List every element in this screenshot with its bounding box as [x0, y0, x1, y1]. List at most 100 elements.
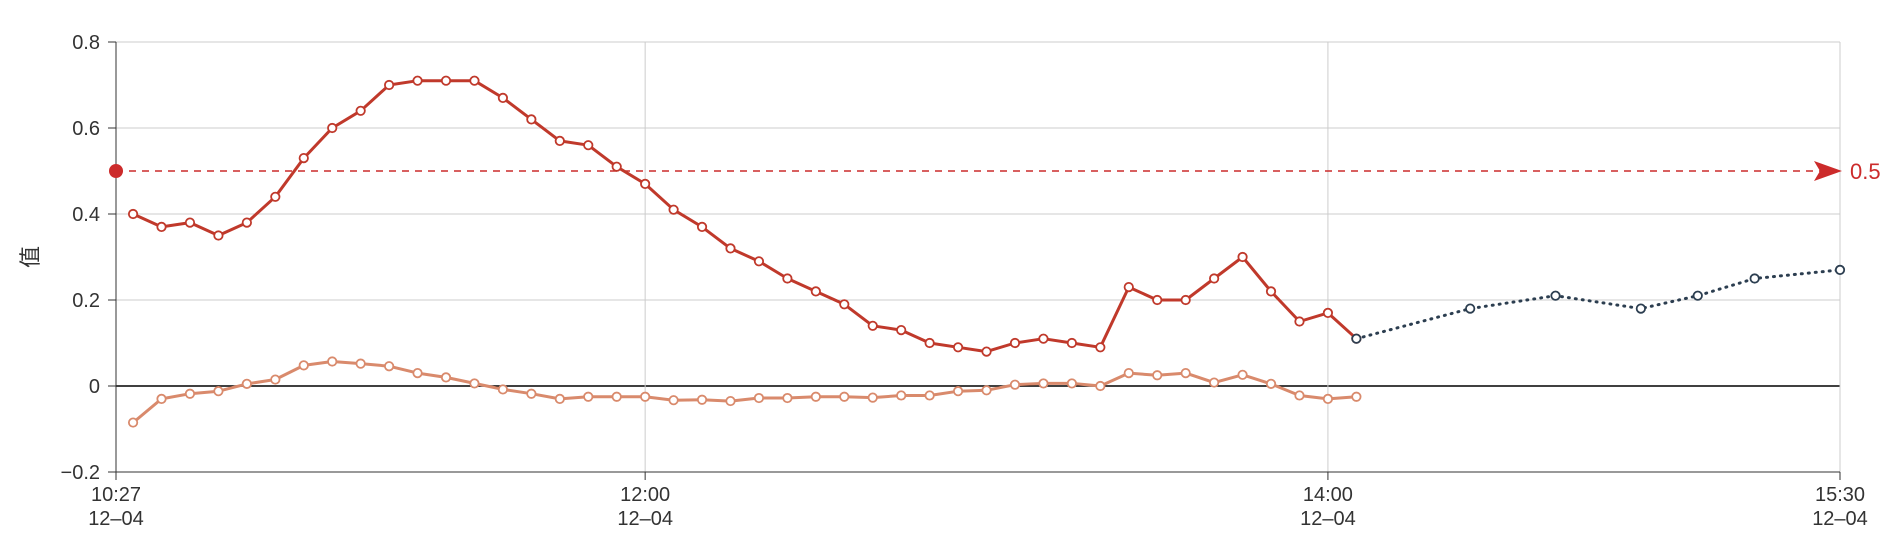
threshold-label: 0.5 [1850, 159, 1881, 184]
data-point [1322, 393, 1334, 404]
y-tick-label: −0.2 [61, 462, 100, 484]
data-point [583, 140, 594, 151]
data-point [1209, 377, 1220, 388]
data-point [298, 360, 309, 371]
data-point [696, 394, 708, 405]
data-point [896, 324, 907, 336]
data-point [440, 372, 452, 383]
data-point [867, 320, 878, 331]
data-point [327, 122, 338, 134]
series-2 [1351, 264, 1846, 344]
y-tick-label: 0.4 [72, 204, 100, 226]
threshold-start-marker [109, 164, 123, 178]
threshold-arrow-icon [1814, 161, 1842, 181]
data-point [1834, 264, 1846, 275]
data-point [1180, 294, 1191, 306]
x-tick-label: 15:30 [1815, 484, 1865, 506]
data-point [1550, 290, 1561, 301]
x-tick-label: 14:00 [1303, 484, 1353, 506]
data-point [952, 342, 964, 353]
data-point [384, 361, 395, 372]
data-point [611, 391, 622, 402]
data-point [896, 390, 907, 401]
data-point [327, 356, 338, 367]
data-point [1152, 294, 1163, 306]
x-tick-label: 12:00 [620, 484, 670, 506]
data-point [1123, 281, 1134, 293]
data-point [1095, 342, 1106, 353]
data-point [782, 392, 793, 404]
x-tick-sublabel: 12–04 [1812, 508, 1868, 530]
series-lines [127, 75, 1846, 428]
data-point [412, 367, 423, 379]
data-point [213, 386, 224, 397]
y-tick-label: 0.8 [72, 32, 100, 54]
series-line [1354, 268, 1842, 341]
data-point [1237, 369, 1248, 380]
data-point [611, 161, 622, 172]
data-point [384, 79, 395, 91]
threshold-line: 0.5 [109, 159, 1881, 184]
data-point [1009, 337, 1021, 349]
y-axis-title: 值 [19, 246, 44, 268]
data-point [554, 135, 565, 146]
data-point [1294, 316, 1305, 327]
data-point [668, 204, 679, 215]
data-point [497, 384, 509, 395]
data-point [1322, 307, 1334, 318]
data-point [839, 391, 850, 402]
data-point [156, 221, 167, 232]
data-point [1635, 303, 1646, 314]
data-point [924, 390, 935, 401]
data-point [1066, 378, 1077, 389]
data-point [696, 221, 708, 232]
data-point [725, 243, 736, 254]
data-point [1265, 286, 1277, 297]
data-point [526, 388, 537, 399]
data-point [1692, 290, 1703, 301]
axes: 0.80.60.40.20−0.210:2712–0412:0012–0414:… [61, 32, 1868, 530]
data-point [298, 153, 309, 164]
data-point [440, 75, 452, 86]
data-point [241, 217, 252, 228]
data-point [981, 385, 992, 396]
data-point [1038, 378, 1049, 389]
x-tick-sublabel: 12–04 [1300, 508, 1356, 530]
data-point [412, 75, 423, 86]
data-point [241, 378, 252, 389]
data-point [127, 417, 139, 428]
data-point [583, 391, 594, 402]
x-tick-label: 10:27 [91, 484, 141, 506]
data-point [782, 273, 793, 284]
data-point [640, 391, 651, 402]
x-tick-sublabel: 12–04 [88, 508, 144, 530]
data-point [184, 388, 196, 399]
data-point [1180, 367, 1191, 379]
series-0 [127, 75, 1362, 357]
data-point [981, 346, 992, 357]
data-point [497, 92, 509, 104]
data-point [184, 217, 196, 228]
data-point [753, 392, 765, 404]
data-point [1351, 391, 1362, 402]
data-point [640, 178, 651, 189]
data-point [1294, 390, 1305, 401]
data-point [355, 105, 366, 116]
y-tick-label: 0 [89, 376, 100, 398]
y-tick-label: 0.2 [72, 290, 100, 312]
data-point [1209, 273, 1220, 284]
data-point [810, 286, 821, 297]
data-point [526, 114, 537, 125]
data-point [1237, 251, 1248, 263]
data-point [753, 256, 765, 267]
data-point [213, 230, 224, 241]
data-point [1038, 333, 1049, 344]
data-point [867, 392, 878, 403]
data-point [554, 393, 565, 404]
series-line [131, 79, 1358, 354]
data-point [1009, 379, 1021, 390]
data-point [668, 395, 679, 406]
data-point [924, 337, 935, 349]
data-point [725, 395, 736, 407]
